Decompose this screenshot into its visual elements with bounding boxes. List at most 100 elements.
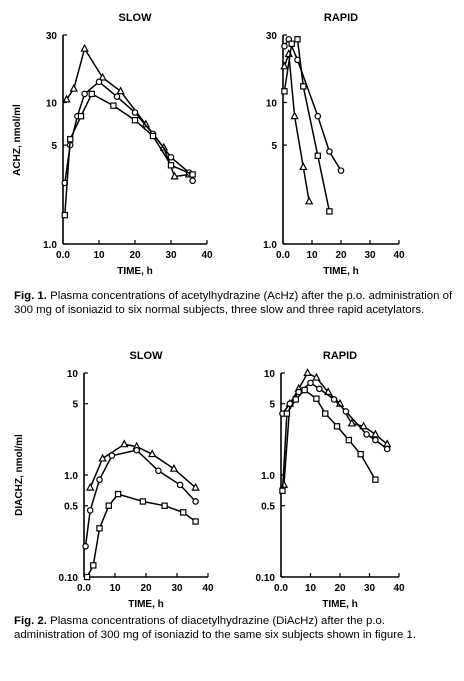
fig1-slow-triangle-point bbox=[170, 171, 179, 180]
fig1-rapid-title: RAPID bbox=[324, 12, 358, 24]
fig2-slow-square-point bbox=[105, 502, 112, 509]
fig2-slow-square-point bbox=[192, 518, 199, 525]
fig1-slow-x-label: TIME, h bbox=[117, 266, 153, 277]
fig1-rapid-y-tick-label: 5 bbox=[271, 141, 277, 152]
figure-1-caption-text: Plasma concentrations of acetylhydrazine… bbox=[14, 290, 453, 317]
fig1-slow-triangle-point bbox=[69, 83, 78, 92]
fig2-rapid-square-point bbox=[283, 410, 291, 417]
fig2-rapid-square-point bbox=[301, 386, 308, 394]
figure-1-caption-label: Fig. 1. bbox=[14, 290, 47, 302]
fig2-rapid-square-point bbox=[345, 436, 353, 444]
fig2-slow-circle-point bbox=[108, 452, 116, 459]
fig1-slow-square-point bbox=[66, 136, 74, 143]
fig1-rapid-y-tick-label: 1.0 bbox=[263, 240, 277, 251]
fig1-slow-square-point bbox=[149, 132, 157, 140]
fig2-slow-square-point bbox=[180, 509, 187, 516]
fig1-slow-triangle-point bbox=[80, 43, 89, 52]
fig1-rapid-square-point bbox=[300, 83, 307, 90]
fig2-rapid-square-point bbox=[313, 395, 320, 402]
fig2-slow-title: SLOW bbox=[130, 350, 164, 362]
fig2-slow-y-tick-label: 5 bbox=[72, 400, 78, 411]
fig1-rapid-series-triangle-line bbox=[283, 53, 310, 202]
fig2-rapid-triangle-point bbox=[359, 421, 368, 430]
fig2-rapid-square-point bbox=[279, 487, 286, 495]
fig1-rapid-x-tick-label: 40 bbox=[393, 250, 405, 261]
fig2-rapid-circle-point bbox=[330, 396, 338, 403]
fig1-slow-x-tick-label: 20 bbox=[129, 250, 141, 261]
fig1-rapid-circle-point bbox=[337, 167, 345, 174]
fig1-slow-y-tick-label: 1.0 bbox=[43, 240, 57, 251]
fig1-rapid-series-square-line bbox=[283, 37, 331, 212]
fig2-slow-y-tick-label: 10 bbox=[67, 369, 79, 380]
fig2-slow-square-point bbox=[161, 502, 168, 509]
fig2-rapid-square-point bbox=[322, 410, 329, 417]
fig1-slow-triangle-point bbox=[116, 86, 125, 95]
fig1-rapid-square-point bbox=[294, 36, 301, 43]
fig2-slow-square-point bbox=[139, 498, 147, 505]
fig1-rapid-triangle-point bbox=[280, 61, 289, 70]
fig1-slow-circle-point bbox=[113, 93, 121, 100]
fig2-slow-square-point bbox=[83, 573, 91, 581]
fig2-rapid-circle-point bbox=[372, 436, 379, 444]
fig1-slow-series-square-line bbox=[64, 92, 193, 216]
fig2-slow-circle-point bbox=[96, 476, 103, 483]
fig1-slow-y-label: ACHZ, nmol/ml bbox=[12, 104, 23, 176]
fig1-slow-square-point bbox=[189, 171, 196, 178]
figure-2-caption-label: Fig. 2. bbox=[14, 615, 47, 627]
fig2-rapid-circle-point bbox=[383, 445, 391, 453]
figure-1-caption: Fig. 1. Plasma concentrations of acetylh… bbox=[14, 289, 454, 317]
fig2-rapid-y-tick-label: 0.5 bbox=[261, 502, 275, 513]
fig1-rapid-triangle-point bbox=[290, 111, 299, 120]
fig2-slow-triangle-point bbox=[120, 439, 129, 448]
fig2-slow-circle-point bbox=[192, 498, 199, 505]
fig1-slow-y-tick-label: 10 bbox=[46, 99, 58, 110]
fig2-rapid-circle-point bbox=[295, 388, 303, 396]
fig1-slow-triangle-point bbox=[62, 94, 71, 103]
fig2-slow-square-point bbox=[114, 490, 122, 498]
fig2-slow-y-tick-label: 0.5 bbox=[64, 502, 78, 513]
fig2-slow-circle-point bbox=[155, 467, 162, 475]
fig2-slow-triangle-point bbox=[169, 463, 179, 472]
fig2-rapid-triangle-point bbox=[303, 368, 312, 376]
fig2-slow-triangle-point bbox=[98, 453, 107, 462]
fig1-rapid-y-tick-label: 30 bbox=[266, 31, 278, 42]
fig1-slow-circle-point bbox=[131, 109, 139, 116]
fig1-slow-x-tick-label: 10 bbox=[93, 250, 105, 261]
fig1-slow-square-point bbox=[77, 113, 85, 120]
fig2-rapid-circle-point bbox=[363, 431, 370, 438]
fig2-slow-x-tick-label: 20 bbox=[140, 583, 152, 594]
fig2-slow-series-square-line bbox=[86, 493, 197, 578]
fig2-slow-x-label: TIME, h bbox=[128, 599, 164, 610]
fig2-rapid-x-tick-label: 20 bbox=[334, 583, 346, 594]
fig2-rapid-triangle-point bbox=[312, 372, 321, 381]
fig2-rapid-series-square-line bbox=[281, 389, 377, 491]
fig1-slow-square-point bbox=[167, 162, 175, 169]
fig2-slow-circle-point bbox=[133, 446, 141, 454]
fig1-rapid-x-label: TIME, h bbox=[323, 266, 359, 277]
fig1-rapid-x-tick-label: 20 bbox=[335, 250, 347, 261]
fig1-slow-circle-point bbox=[95, 78, 103, 86]
fig2-rapid-x-tick-label: 30 bbox=[364, 583, 376, 594]
fig2-slow-y-tick-label: 1.0 bbox=[64, 471, 78, 482]
fig2-rapid-square-point bbox=[333, 423, 341, 430]
fig1-rapid-x-tick-label: 30 bbox=[364, 250, 376, 261]
fig2-rapid-square-point bbox=[292, 396, 299, 403]
fig1-slow-circle-point bbox=[167, 153, 175, 161]
fig2-rapid-x-tick-label: 10 bbox=[305, 583, 317, 594]
fig2-slow-circle-point bbox=[86, 507, 94, 514]
fig2-slow-x-tick-label: 0.0 bbox=[77, 583, 91, 594]
figure-2-caption: Fig. 2. Plasma concentrations of diacety… bbox=[14, 614, 454, 642]
fig2-slow-y-label: DIACHZ, nmol/ml bbox=[14, 434, 25, 516]
fig1-rapid-square-point bbox=[281, 88, 288, 95]
fig2-rapid-y-tick-label: 1.0 bbox=[261, 471, 275, 482]
fig2-slow-square-point bbox=[96, 525, 103, 532]
fig1-rapid-x-tick-label: 10 bbox=[306, 250, 318, 261]
fig2-rapid-title: RAPID bbox=[323, 350, 357, 362]
fig1-slow-x-tick-label: 0.0 bbox=[56, 250, 70, 261]
fig2-slow-triangle-point bbox=[86, 482, 95, 491]
fig1-slow-square-point bbox=[131, 116, 139, 124]
fig2-slow-x-tick-label: 40 bbox=[202, 583, 214, 594]
fig1-slow-x-tick-label: 40 bbox=[201, 250, 213, 261]
fig2-slow-triangle-point bbox=[148, 449, 157, 458]
